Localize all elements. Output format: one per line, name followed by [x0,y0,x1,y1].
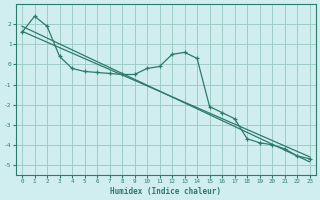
X-axis label: Humidex (Indice chaleur): Humidex (Indice chaleur) [110,187,221,196]
